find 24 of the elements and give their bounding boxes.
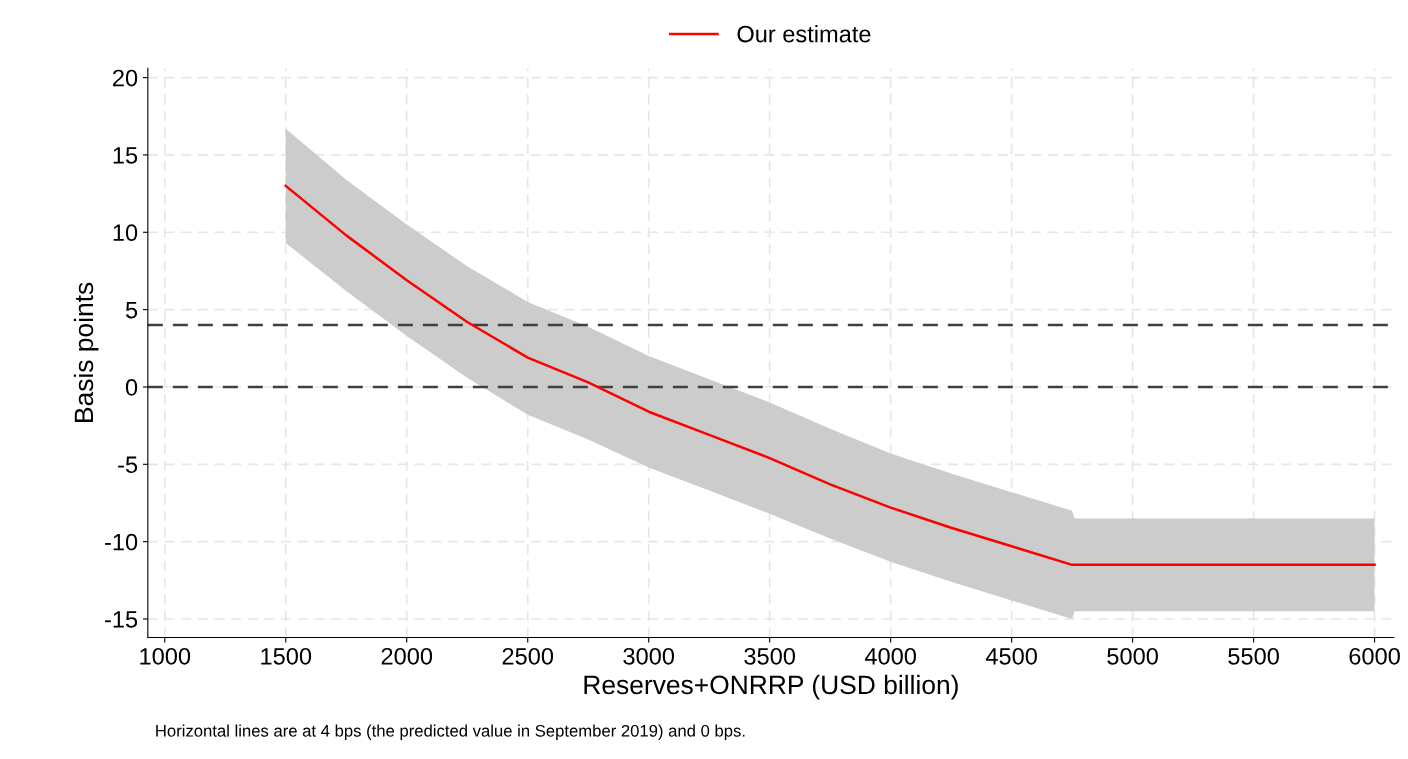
x-tick-label: 1500 — [261, 647, 312, 665]
x-tick-label: 1000 — [140, 647, 191, 665]
y-tick-label: -5 — [118, 456, 138, 474]
y-tick-label: 0 — [125, 379, 138, 396]
y-tick-label: -15 — [105, 611, 138, 628]
x-tick-label: 2000 — [381, 647, 433, 665]
x-tick-label: 6000 — [1349, 647, 1400, 665]
line-series — [284, 184, 1376, 567]
x-tick-label: 3000 — [623, 647, 675, 665]
y-tick-label: 5 — [125, 301, 138, 319]
x-tick-label: 4500 — [985, 647, 1037, 665]
y-tick-label: 10 — [113, 224, 138, 242]
y-tick-label: 15 — [113, 147, 138, 164]
legend-label: Our estimate — [737, 25, 871, 43]
x-tick-label: 5500 — [1228, 647, 1279, 665]
x-axis-title: Reserves+ONRRP (USD billion) — [584, 674, 958, 700]
x-tick-label: 3500 — [744, 647, 796, 665]
x-tick-label: 5000 — [1107, 647, 1158, 665]
x-tick-label: 2500 — [502, 647, 554, 665]
y-tick-label: 20 — [113, 69, 138, 87]
y-tick-label: -10 — [105, 533, 138, 551]
x-tick-label: 4000 — [864, 647, 916, 665]
y-axis-title: Basis points — [73, 282, 99, 422]
text: Horizontal lines are at 4 bps (the predicted value in September 2019) and 0 bps. — [156, 724, 745, 741]
